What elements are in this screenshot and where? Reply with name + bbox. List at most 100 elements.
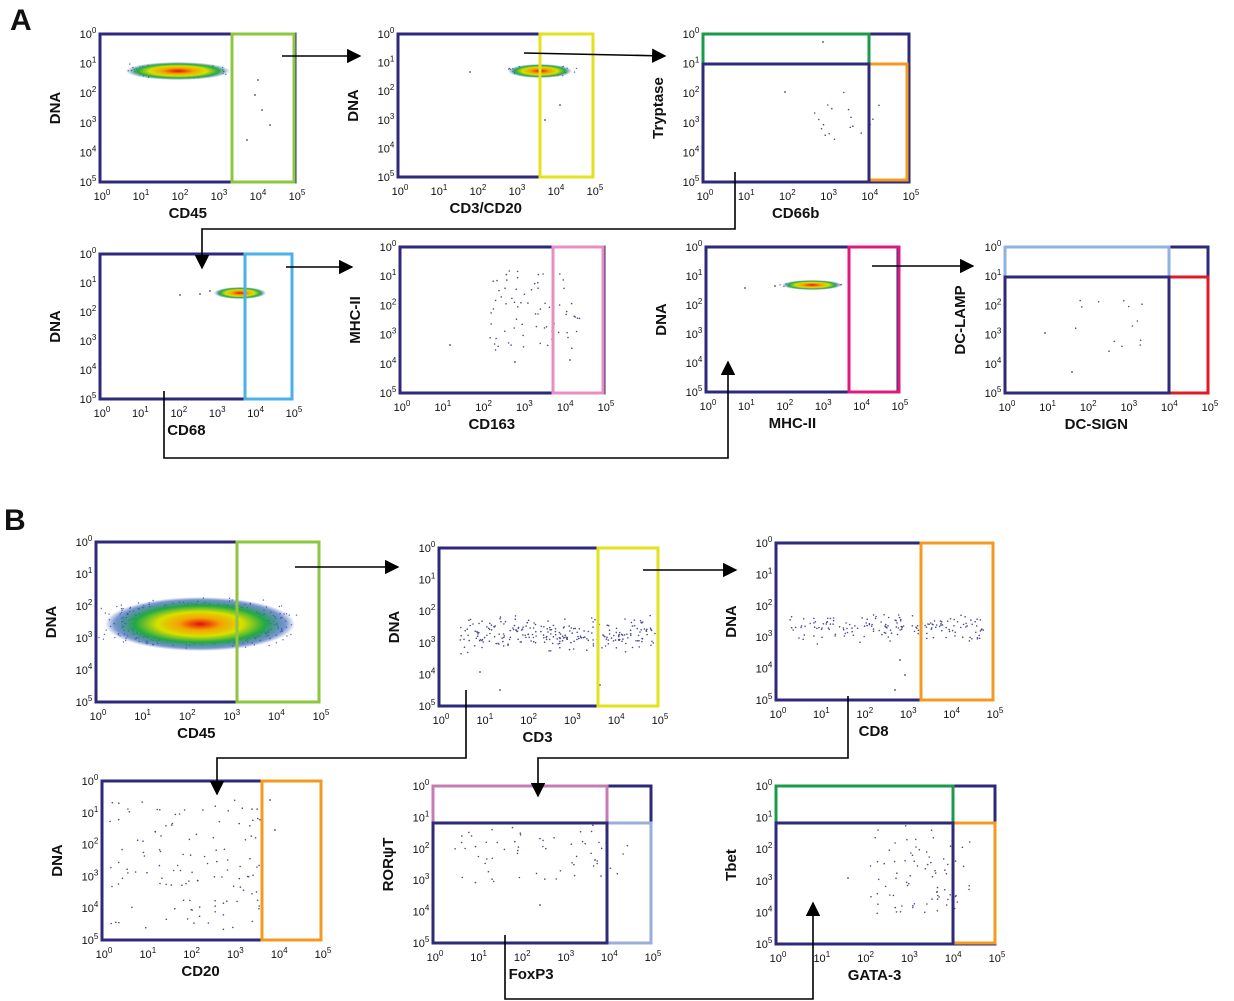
event-dot	[904, 674, 906, 676]
y-tick-b1-0: 100	[76, 534, 93, 549]
event-dot	[198, 915, 201, 918]
event-dot	[565, 636, 567, 638]
event-dot	[804, 625, 806, 628]
event-dot	[590, 617, 593, 619]
y-tick-a3-0: 100	[683, 26, 700, 41]
event-dot	[474, 845, 477, 848]
event-dot	[926, 632, 928, 635]
x-tick-a2-5: 105	[587, 183, 604, 198]
event-dot	[906, 838, 908, 841]
event-dot	[936, 886, 939, 889]
event-dot	[543, 637, 545, 639]
gate-b4-1	[260, 779, 323, 942]
x-tick-a5-0: 100	[394, 399, 411, 414]
lower-left-gate-a7	[1003, 275, 1171, 395]
event-dot	[881, 633, 883, 636]
event-dot	[636, 627, 638, 630]
gate-b6-1	[774, 784, 955, 825]
event-dot	[576, 631, 578, 634]
event-dot	[522, 626, 524, 628]
event-dot	[569, 359, 571, 361]
event-dot	[887, 636, 890, 638]
event-dot	[842, 627, 845, 629]
y-tick-a5-3: 103	[380, 327, 397, 342]
y-axis-label-b5: RORψT	[380, 838, 397, 892]
x-tick-b6-3: 103	[901, 950, 918, 965]
event-dot	[744, 287, 746, 289]
x-tick-b4-4: 104	[271, 946, 288, 961]
x-tick-a2-0: 100	[392, 183, 409, 198]
event-dot	[486, 634, 488, 637]
event-dot	[900, 618, 902, 621]
event-dot	[883, 862, 885, 865]
event-dot	[592, 865, 595, 867]
event-dot	[582, 636, 585, 639]
event-dot	[961, 636, 964, 638]
event-dot	[116, 605, 118, 608]
event-dot	[481, 620, 483, 622]
event-dot	[468, 639, 471, 642]
event-dot	[591, 632, 593, 634]
event-dot	[826, 617, 829, 620]
y-tick-a1-1: 101	[80, 56, 97, 71]
event-dot	[478, 639, 481, 642]
event-dot	[246, 139, 248, 141]
event-dot	[550, 633, 552, 635]
event-dot	[947, 898, 949, 901]
event-dot	[896, 872, 898, 874]
y-tick-a5-2: 102	[380, 297, 397, 312]
event-dot	[127, 872, 129, 874]
plot-frame-a2	[396, 32, 595, 179]
event-dot	[494, 299, 497, 302]
event-dot	[877, 829, 879, 831]
event-dot	[110, 866, 112, 869]
event-dot	[117, 818, 120, 821]
event-dot	[236, 900, 238, 903]
event-dot	[643, 628, 646, 630]
event-dot	[613, 634, 615, 637]
event-dot	[548, 306, 551, 309]
x-tick-b1-4: 104	[268, 708, 285, 723]
x-tick-b3-3: 103	[900, 706, 917, 721]
plot-a4: 100 100 101 101 102 102 103 103 104 104 105 105 CD68…	[47, 246, 303, 439]
event-dot	[195, 833, 198, 836]
event-dot	[141, 801, 143, 803]
event-dot	[645, 630, 648, 632]
event-dot	[969, 636, 971, 639]
event-dot	[196, 879, 199, 882]
event-dot	[178, 813, 181, 815]
event-dot	[246, 875, 249, 878]
y-axis-label-b3: DNA	[723, 605, 740, 638]
event-dot	[1139, 344, 1141, 346]
event-dot	[968, 888, 970, 891]
event-dot	[607, 639, 610, 641]
event-dot	[564, 618, 566, 620]
event-dot	[580, 636, 582, 639]
event-dot	[954, 631, 956, 633]
event-dot	[122, 641, 125, 643]
plot-a2: 100 100 101 101 102 102 103 103 104 104 105 105 CD3/…	[345, 26, 604, 217]
event-dot	[128, 811, 131, 813]
event-dot	[599, 684, 601, 686]
event-dot	[649, 614, 651, 617]
event-dot	[526, 621, 529, 624]
event-dot	[650, 644, 652, 647]
event-dot	[939, 620, 942, 622]
event-dot	[631, 646, 634, 649]
event-dot	[498, 633, 501, 635]
x-tick-a7-5: 105	[1202, 399, 1219, 414]
y-tick-a3-1: 101	[683, 56, 700, 71]
event-dot	[545, 636, 547, 639]
event-dot	[1136, 320, 1139, 322]
y-tick-b6-4: 104	[756, 904, 773, 919]
event-dot	[527, 302, 529, 304]
event-dot	[524, 634, 526, 637]
event-dot	[484, 862, 486, 865]
event-dot	[827, 104, 829, 106]
event-dot	[605, 638, 608, 640]
event-dot	[868, 623, 871, 626]
event-dot	[911, 854, 914, 857]
x-tick-b6-0: 100	[770, 950, 787, 965]
event-dot	[583, 630, 585, 632]
event-dot	[256, 899, 259, 902]
